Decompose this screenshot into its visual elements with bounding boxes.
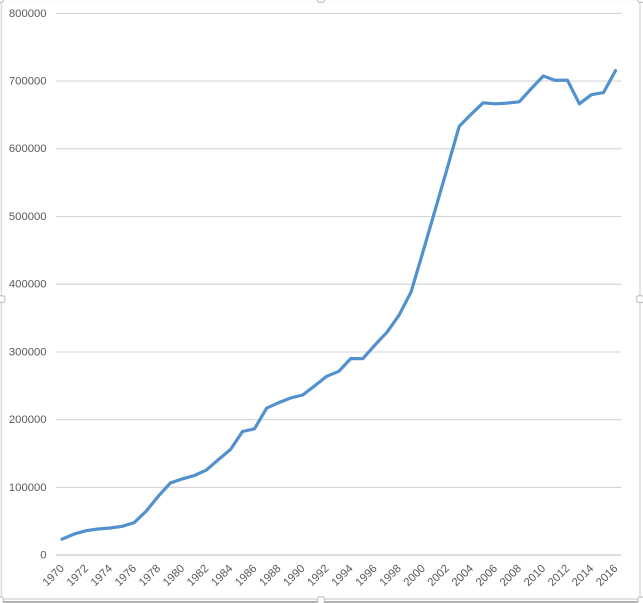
svg-text:200000: 200000	[9, 414, 47, 426]
svg-text:700000: 700000	[9, 76, 47, 88]
svg-text:0: 0	[40, 550, 46, 562]
svg-text:500000: 500000	[9, 211, 47, 223]
svg-text:800000: 800000	[9, 8, 47, 20]
svg-text:300000: 300000	[9, 346, 47, 358]
svg-text:100000: 100000	[9, 482, 47, 494]
svg-text:400000: 400000	[9, 279, 47, 291]
svg-text:600000: 600000	[9, 143, 47, 155]
